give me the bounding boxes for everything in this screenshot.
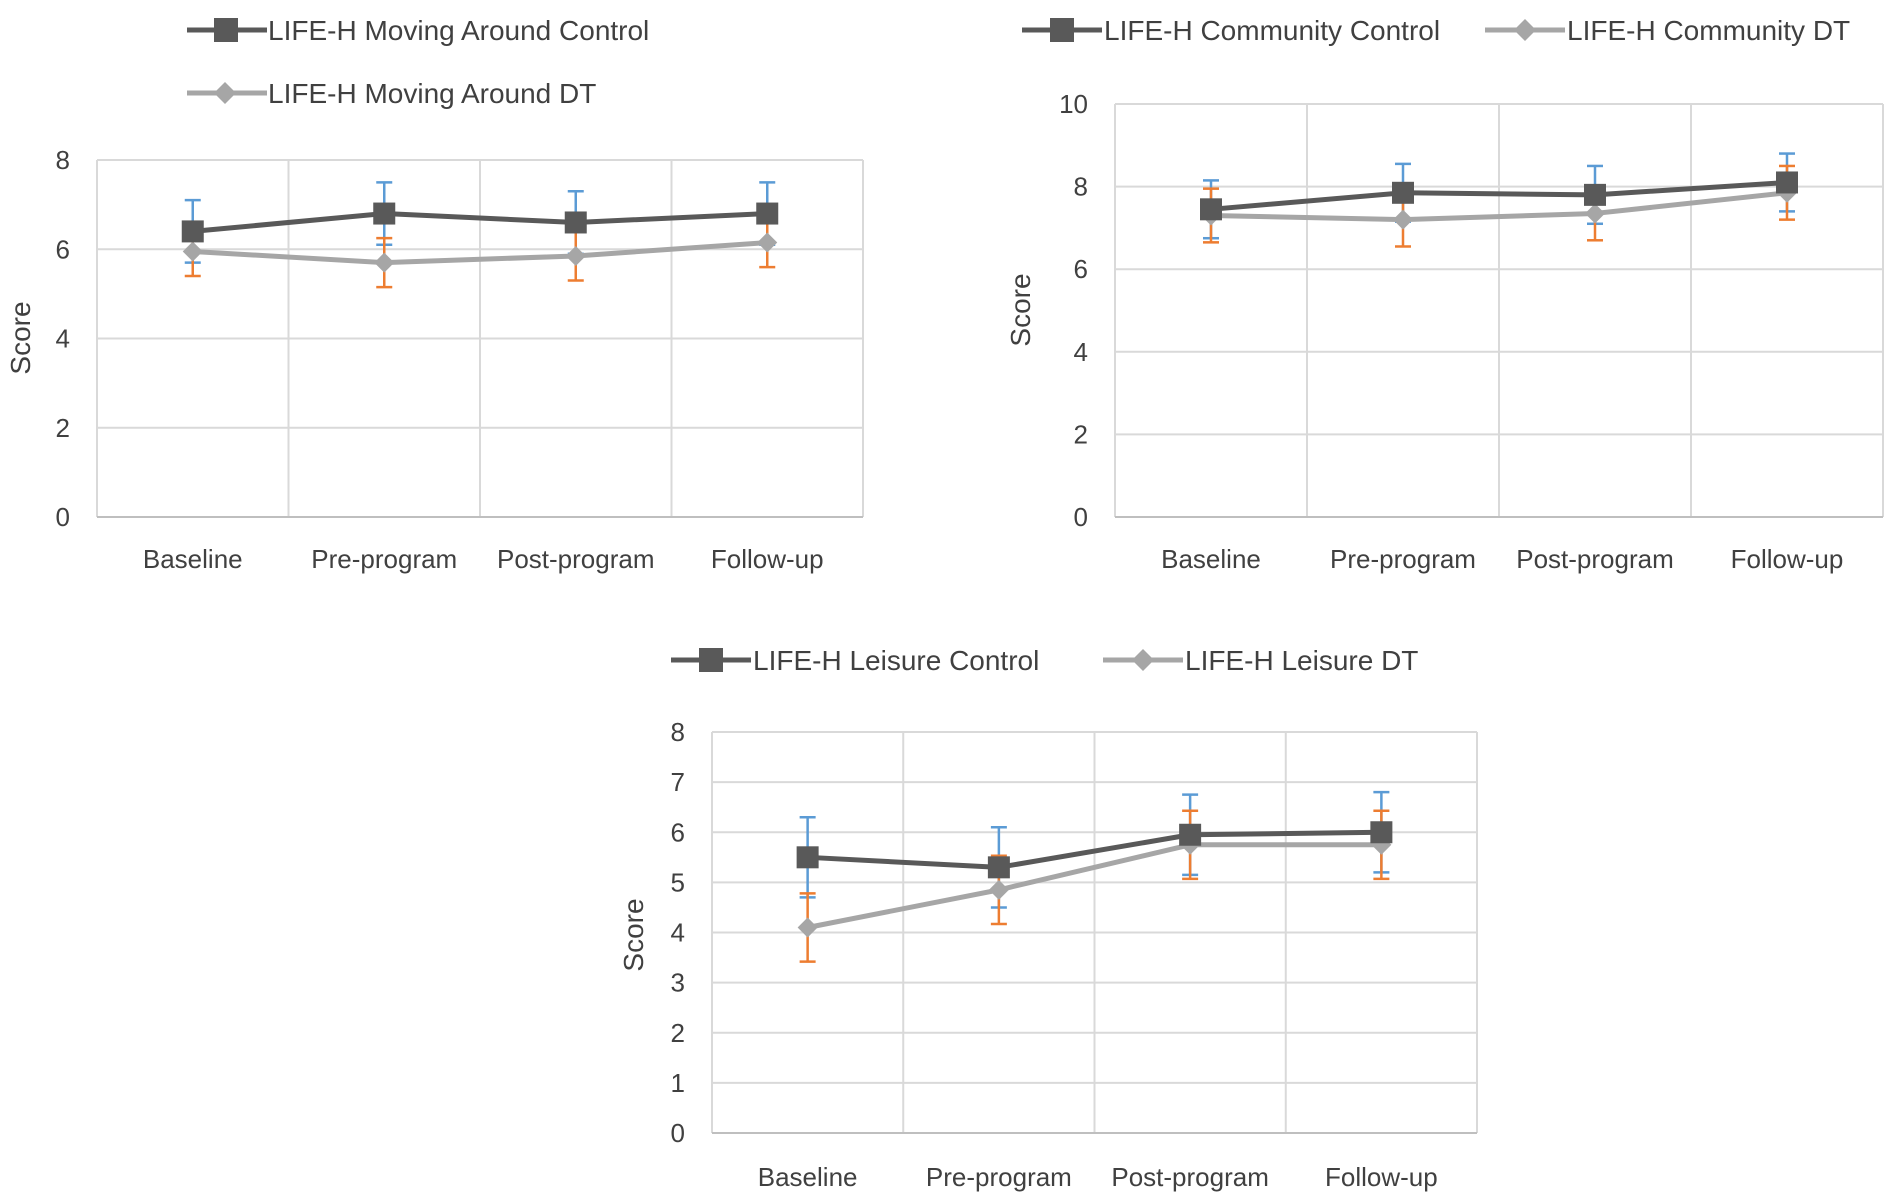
y-tick-label: 4 (56, 324, 70, 354)
legend-marker-dt (214, 82, 236, 104)
x-tick-label: Baseline (758, 1162, 858, 1192)
data-point-control (1179, 823, 1202, 846)
data-point-control (1776, 171, 1798, 194)
data-point-control (1370, 821, 1393, 844)
legend-entry-control: LIFE-H Moving Around Control (187, 15, 649, 46)
legend-marker-control (1050, 18, 1074, 42)
data-point-control (1392, 181, 1414, 204)
x-tick-label: Post-program (1111, 1162, 1269, 1192)
legend-entry-dt: LIFE-H Community DT (1485, 15, 1850, 46)
x-tick-label: Follow-up (711, 544, 824, 574)
x-tick-label: Post-program (497, 544, 655, 574)
legend-label-dt: LIFE-H Leisure DT (1185, 645, 1418, 676)
y-tick-label: 5 (671, 867, 685, 897)
plot-area: 0 2 4 6 8 10 Baseline Pre-program Post-program Fo… (1059, 89, 1884, 574)
y-tick-label: 2 (671, 1018, 685, 1048)
x-tick-label: Post-program (1516, 544, 1674, 574)
legend-entry-control: LIFE-H Leisure Control (671, 645, 1039, 676)
data-point-dt (374, 252, 395, 273)
legend-label-control: LIFE-H Moving Around Control (268, 15, 649, 46)
legend-marker-control (699, 648, 723, 672)
y-tick-label: 3 (671, 968, 685, 998)
y-tick-label: 8 (671, 717, 685, 747)
y-axis-label: Score (1005, 273, 1036, 346)
x-tick-label: Baseline (143, 544, 243, 574)
legend-marker-control (214, 18, 238, 42)
legend-entry-control: LIFE-H Community Control (1022, 15, 1440, 46)
data-point-control (756, 202, 779, 225)
y-tick-label: 1 (671, 1068, 685, 1098)
data-point-control (1200, 198, 1222, 221)
chart-leisure: LIFE-H Leisure Control LIFE-H Leisure DT… (618, 645, 1478, 1192)
data-point-control (796, 846, 819, 869)
data-point-control (373, 202, 396, 225)
series-line-dt (807, 842, 1382, 930)
y-tick-label: 0 (56, 502, 70, 532)
y-tick-label: 6 (1074, 254, 1088, 284)
data-point-dt (182, 241, 203, 262)
y-tick-label: 4 (1074, 337, 1088, 367)
series-line-control (807, 829, 1382, 870)
chart-moving-around: LIFE-H Moving Around Control LIFE-H Movi… (5, 15, 864, 574)
legend-label-control: LIFE-H Leisure Control (753, 645, 1039, 676)
data-point-dt (757, 232, 778, 253)
legend-marker-dt (1132, 649, 1154, 671)
y-tick-label: 6 (671, 817, 685, 847)
data-point-control (987, 856, 1010, 879)
legend-entry-dt: LIFE-H Leisure DT (1103, 645, 1418, 676)
data-point-dt (988, 879, 1009, 900)
x-tick-label: Follow-up (1731, 544, 1844, 574)
y-tick-label: 10 (1059, 89, 1088, 119)
data-point-dt (1585, 203, 1605, 224)
legend-label-dt: LIFE-H Community DT (1567, 15, 1850, 46)
y-axis-label: Score (618, 898, 649, 971)
x-tick-label: Pre-program (1330, 544, 1476, 574)
legend-label-dt: LIFE-H Moving Around DT (268, 78, 596, 109)
series-line-dt (1210, 190, 1788, 223)
x-tick-label: Follow-up (1325, 1162, 1438, 1192)
x-tick-label: Pre-program (311, 544, 457, 574)
legend-marker-dt (1514, 19, 1536, 41)
legend-label-control: LIFE-H Community Control (1104, 15, 1440, 46)
legend: LIFE-H Moving Around Control LIFE-H Movi… (187, 15, 649, 109)
data-point-dt (1393, 209, 1413, 230)
data-point-control (181, 220, 204, 243)
x-tick-label: Pre-program (926, 1162, 1072, 1192)
y-tick-label: 7 (671, 767, 685, 797)
data-point-dt (797, 917, 818, 938)
y-tick-label: 0 (1074, 502, 1088, 532)
y-tick-label: 2 (56, 413, 70, 443)
data-point-dt (565, 245, 586, 266)
data-point-control (564, 211, 587, 234)
data-point-control (1584, 183, 1606, 206)
y-tick-label: 0 (671, 1118, 685, 1148)
chart-community: LIFE-H Community Control LIFE-H Communit… (1005, 15, 1884, 574)
y-tick-label: 4 (671, 918, 685, 948)
legend: LIFE-H Leisure Control LIFE-H Leisure DT (671, 645, 1418, 676)
legend-entry-dt: LIFE-H Moving Around DT (187, 78, 596, 109)
y-axis-label: Score (5, 301, 36, 374)
y-tick-label: 8 (56, 145, 70, 175)
y-tick-label: 6 (56, 234, 70, 264)
x-tick-label: Baseline (1161, 544, 1261, 574)
plot-area: 0 1 2 3 4 5 6 7 8 Baseline Pre-program Post-program… (671, 717, 1478, 1192)
legend: LIFE-H Community Control LIFE-H Communit… (1022, 15, 1850, 46)
series-line-control (1210, 179, 1788, 212)
y-tick-label: 8 (1074, 172, 1088, 202)
plot-area: 0 2 4 6 8 Baseline Pre-program Post-program Foll… (56, 145, 864, 574)
y-tick-label: 2 (1074, 419, 1088, 449)
series-line-dt (192, 240, 768, 266)
series-line-control (192, 211, 768, 234)
